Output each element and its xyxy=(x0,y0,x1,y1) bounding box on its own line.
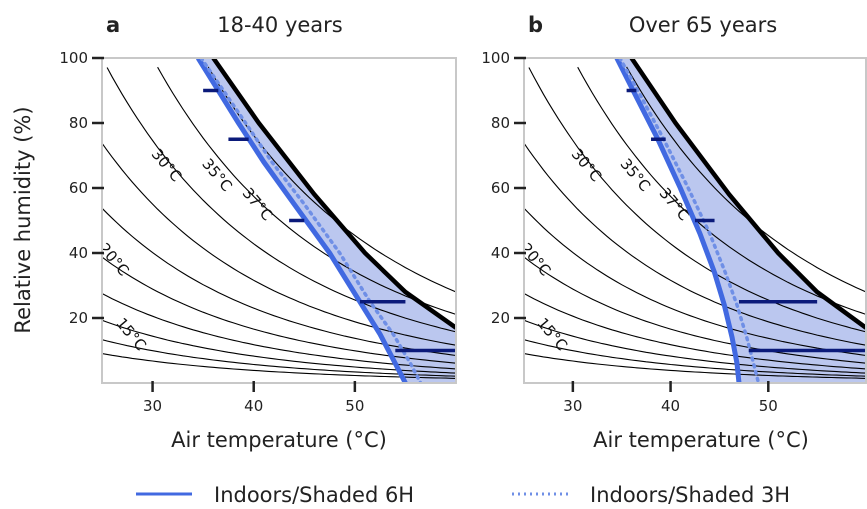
contour-line xyxy=(157,66,456,315)
y-axis-ticks-a: 20 40 60 80 100 xyxy=(59,49,104,327)
contour-line xyxy=(577,66,866,315)
contour-label: 20°C xyxy=(95,240,133,280)
y-tick-label: 20 xyxy=(491,309,510,327)
x-tick-label: 50 xyxy=(759,397,778,415)
y-tick-label: 80 xyxy=(491,114,510,132)
contour-lines-b xyxy=(524,66,866,379)
contour-label: 35°C xyxy=(198,155,236,195)
plot-area-a: 15°C20°C25°C30°C 35°C37°C xyxy=(95,58,456,383)
plot-frame-a xyxy=(101,57,457,384)
contour-line xyxy=(524,207,866,357)
threshold-segments-a xyxy=(203,88,456,353)
legend: Indoors/Shaded 6H Indoors/Shaded 3H xyxy=(136,483,790,507)
y-tick-label: 40 xyxy=(69,244,88,262)
panel-a: a 18-40 years 15°C20°C25°C30°C 35°C37°C 2… xyxy=(11,13,457,452)
contour-line xyxy=(106,67,456,333)
y-axis-label: Relative humidity (%) xyxy=(11,106,35,333)
contour-label: 30°C xyxy=(148,145,186,185)
y-tick-label: 60 xyxy=(69,179,88,197)
y-tick-label: 40 xyxy=(491,244,510,262)
contour-line xyxy=(528,67,866,333)
plot-frame-b xyxy=(523,57,867,384)
contour-label: 30°C xyxy=(568,145,606,185)
contour-lines-a xyxy=(102,66,456,379)
series-line-indoors-shaded-6h xyxy=(614,58,742,383)
plot-area-b: 15°C20°C25°C30°C 35°C37°C xyxy=(517,58,866,383)
y-tick-label: 100 xyxy=(59,49,88,67)
x-tick-label: 30 xyxy=(143,397,162,415)
legend-label-6h: Indoors/Shaded 6H xyxy=(214,483,414,507)
series-line-indoors-shaded-6h xyxy=(195,58,408,383)
contour-line xyxy=(102,207,456,357)
x-axis-label-b: Air temperature (°C) xyxy=(593,428,809,452)
upper-bound-line xyxy=(211,58,456,330)
contour-line xyxy=(102,339,456,377)
x-axis-ticks-b: 30 40 50 xyxy=(563,381,778,415)
risk-region-a xyxy=(198,58,456,383)
y-tick-label: 100 xyxy=(481,49,510,67)
y-tick-label: 60 xyxy=(491,179,510,197)
panel-title-b: Over 65 years xyxy=(629,13,777,37)
x-tick-label: 50 xyxy=(345,397,364,415)
risk-region-fill xyxy=(616,58,866,383)
x-tick-label: 30 xyxy=(563,397,582,415)
panel-letter-b: b xyxy=(528,13,543,37)
contour-line xyxy=(102,142,456,346)
contour-label: 35°C xyxy=(617,155,655,195)
contour-line xyxy=(524,293,866,370)
contour-label: 20°C xyxy=(517,240,555,280)
contour-line xyxy=(524,339,866,377)
legend-label-3h: Indoors/Shaded 3H xyxy=(590,483,790,507)
y-tick-label: 20 xyxy=(69,309,88,327)
panel-title-a: 18-40 years xyxy=(217,13,343,37)
contour-line xyxy=(524,256,866,364)
contour-line xyxy=(102,353,456,379)
risk-region-fill xyxy=(198,58,456,383)
threshold-segments-b xyxy=(626,88,866,353)
x-axis-label-a: Air temperature (°C) xyxy=(171,428,387,452)
upper-bound-line xyxy=(629,58,866,330)
panel-letter-a: a xyxy=(106,13,120,37)
risk-region-b xyxy=(616,58,866,383)
y-axis-ticks-b: 20 40 60 80 100 xyxy=(481,49,526,327)
contour-line xyxy=(524,142,866,346)
x-tick-label: 40 xyxy=(244,397,263,415)
contour-line xyxy=(102,256,456,364)
contour-line xyxy=(524,319,866,374)
y-tick-label: 80 xyxy=(69,114,88,132)
x-tick-label: 40 xyxy=(661,397,680,415)
panel-b: b Over 65 years 15°C20°C25°C30°C 35°C37°C… xyxy=(481,13,867,452)
x-axis-ticks-a: 30 40 50 xyxy=(143,381,364,415)
contour-line xyxy=(524,353,866,379)
contour-label: 37°C xyxy=(239,184,277,224)
